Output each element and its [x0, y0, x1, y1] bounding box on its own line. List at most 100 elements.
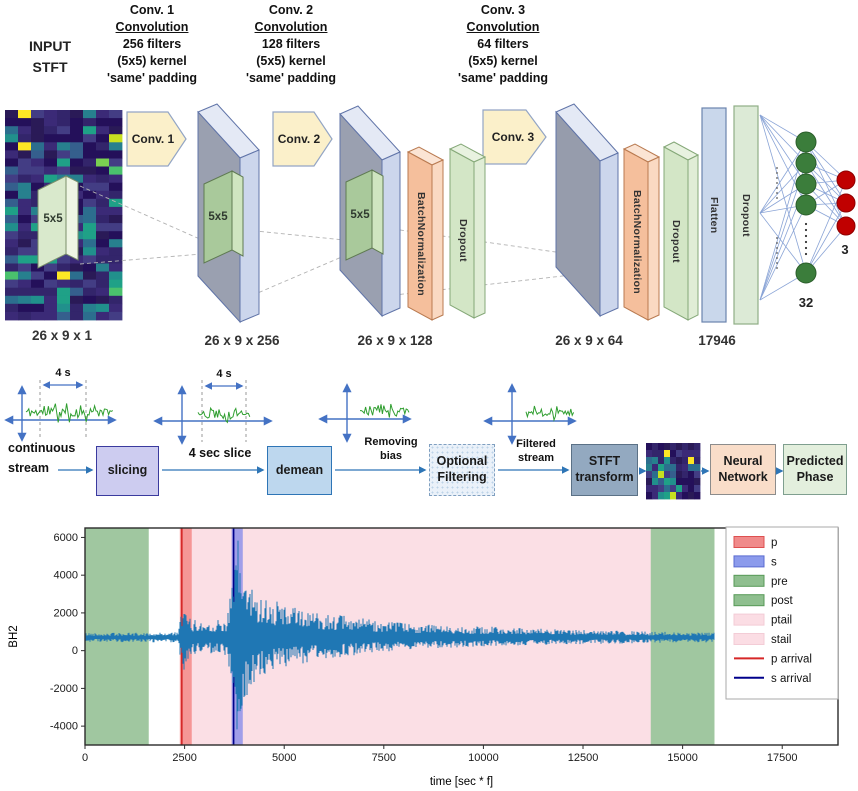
heatmap-cell: [70, 166, 84, 175]
heatmap-cell: [5, 263, 19, 272]
dim-conv2: 26 x 9 x 128: [357, 333, 433, 348]
heatmap-cell: [70, 303, 84, 313]
conv2-layer-group: [339, 105, 487, 321]
heatmap-cell: [5, 271, 19, 280]
hidden-neuron: [795, 262, 817, 284]
heatmap-cell: [44, 142, 58, 151]
optional-filtering-box: Optional Filtering: [429, 444, 495, 496]
heatmap-cell: [96, 263, 110, 272]
spectrogram-cell: [664, 450, 671, 458]
slice-markers: [39, 380, 247, 442]
legend-swatch-ptail: [733, 613, 765, 626]
heatmap-cell: [70, 263, 84, 272]
heatmap-cell: [96, 182, 110, 192]
ellipsis-dot: [776, 267, 778, 269]
heatmap-cell: [70, 134, 84, 143]
heatmap-cell: [83, 311, 97, 321]
legend-label: post: [771, 595, 794, 607]
heatmap-cell: [44, 166, 58, 175]
spectrogram-cell: [652, 478, 659, 486]
legend-label: ptail: [771, 615, 792, 627]
spectrogram-cell: [670, 464, 677, 472]
y-tick-label: -4000: [50, 721, 78, 733]
neural-network-box: Neural Network: [710, 444, 776, 495]
heatmap-cell: [96, 303, 110, 313]
slicing-box: slicing: [96, 446, 159, 496]
spectrogram-cell: [652, 492, 659, 500]
heatmap-cell: [57, 118, 71, 127]
heatmap-cell: [18, 150, 32, 159]
heatmap-cell: [5, 279, 19, 289]
y-tick-label: 4000: [54, 570, 78, 582]
heatmap-cell: [96, 295, 110, 305]
cnn-architecture-diagram: [5, 103, 856, 325]
spectrogram-cell: [658, 471, 665, 479]
heatmap-cell: [18, 215, 32, 224]
heatmap-cell: [57, 263, 71, 272]
heatmap-cell: [44, 263, 58, 272]
conv3-layer-group: [555, 103, 700, 321]
heatmap-cell: [31, 150, 45, 159]
flow-arrows: [58, 466, 784, 475]
legend-swatch-p: [733, 536, 765, 548]
legend-swatch-s: [733, 555, 765, 568]
hidden-ellipsis-dot: [804, 234, 808, 238]
heatmap-cell: [44, 158, 58, 167]
heatmap-cell: [57, 311, 71, 321]
x-axis-label: time [sec * f]: [430, 776, 493, 788]
heatmap-cell: [83, 271, 97, 280]
heatmap-cell: [83, 150, 97, 159]
kernel-label-conv1: 5x5: [208, 211, 228, 223]
spectrogram-cell: [676, 485, 683, 493]
flatten-label: Flatten: [708, 196, 720, 234]
heatmap-cell: [96, 255, 110, 264]
heatmap-cell: [44, 110, 58, 119]
heatmap-cell: [5, 215, 19, 224]
heatmap-cell: [96, 215, 110, 224]
spectrogram-cell: [688, 457, 695, 465]
heatmap-cell: [5, 182, 19, 192]
heatmap-cell: [18, 142, 32, 151]
spectrogram-cell: [688, 450, 695, 458]
spectrogram-cell: [682, 478, 689, 486]
heatmap-cell: [96, 231, 110, 240]
conv3-arrow-label: Conv. 3: [491, 130, 535, 144]
heatmap-cell: [83, 182, 97, 192]
heatmap-cell: [83, 295, 97, 305]
kernel-label-conv2: 5x5: [350, 209, 370, 221]
heatmap-cell: [83, 142, 97, 151]
heatmap-cell: [109, 198, 123, 208]
batchnorm-label-2: BatchNormalization: [631, 190, 643, 294]
heatmap-cell: [96, 166, 110, 175]
spectrogram-cell: [658, 443, 665, 451]
heatmap-cell: [18, 126, 32, 135]
ellipsis-dot: [776, 257, 778, 259]
heatmap-cell: [83, 158, 97, 167]
heatmap-cell: [31, 303, 45, 313]
stft-transform-box: STFT transform: [571, 444, 638, 496]
legend-label: s: [771, 556, 777, 568]
spectrogram-cell: [646, 443, 653, 451]
conv1-arrow: [126, 111, 187, 167]
heatmap-cell: [5, 150, 19, 159]
x-tick-label: 10000: [468, 752, 499, 764]
heatmap-cell: [109, 311, 123, 321]
ellipsis-dot: [776, 182, 778, 184]
heatmap-cell: [83, 198, 97, 208]
heatmap-cell: [31, 311, 45, 321]
heatmap-cell: [18, 311, 32, 321]
heatmap-cell: [83, 223, 97, 232]
heatmap-cell: [18, 110, 32, 119]
span-arrows: [42, 381, 244, 390]
conv2-header: Conv. 2 Convolution 128 filters (5x5) ke…: [246, 3, 336, 85]
dim-conv3: 26 x 9 x 64: [555, 333, 623, 348]
flatten-bar: [701, 107, 727, 323]
heatmap-cell: [96, 118, 110, 127]
spectrogram-cell: [676, 443, 683, 451]
heatmap-cell: [57, 166, 71, 175]
heatmap-cell: [44, 150, 58, 159]
heatmap-cell: [57, 110, 71, 119]
heatmap-cell: [83, 255, 97, 264]
heatmap-cell: [5, 295, 19, 305]
